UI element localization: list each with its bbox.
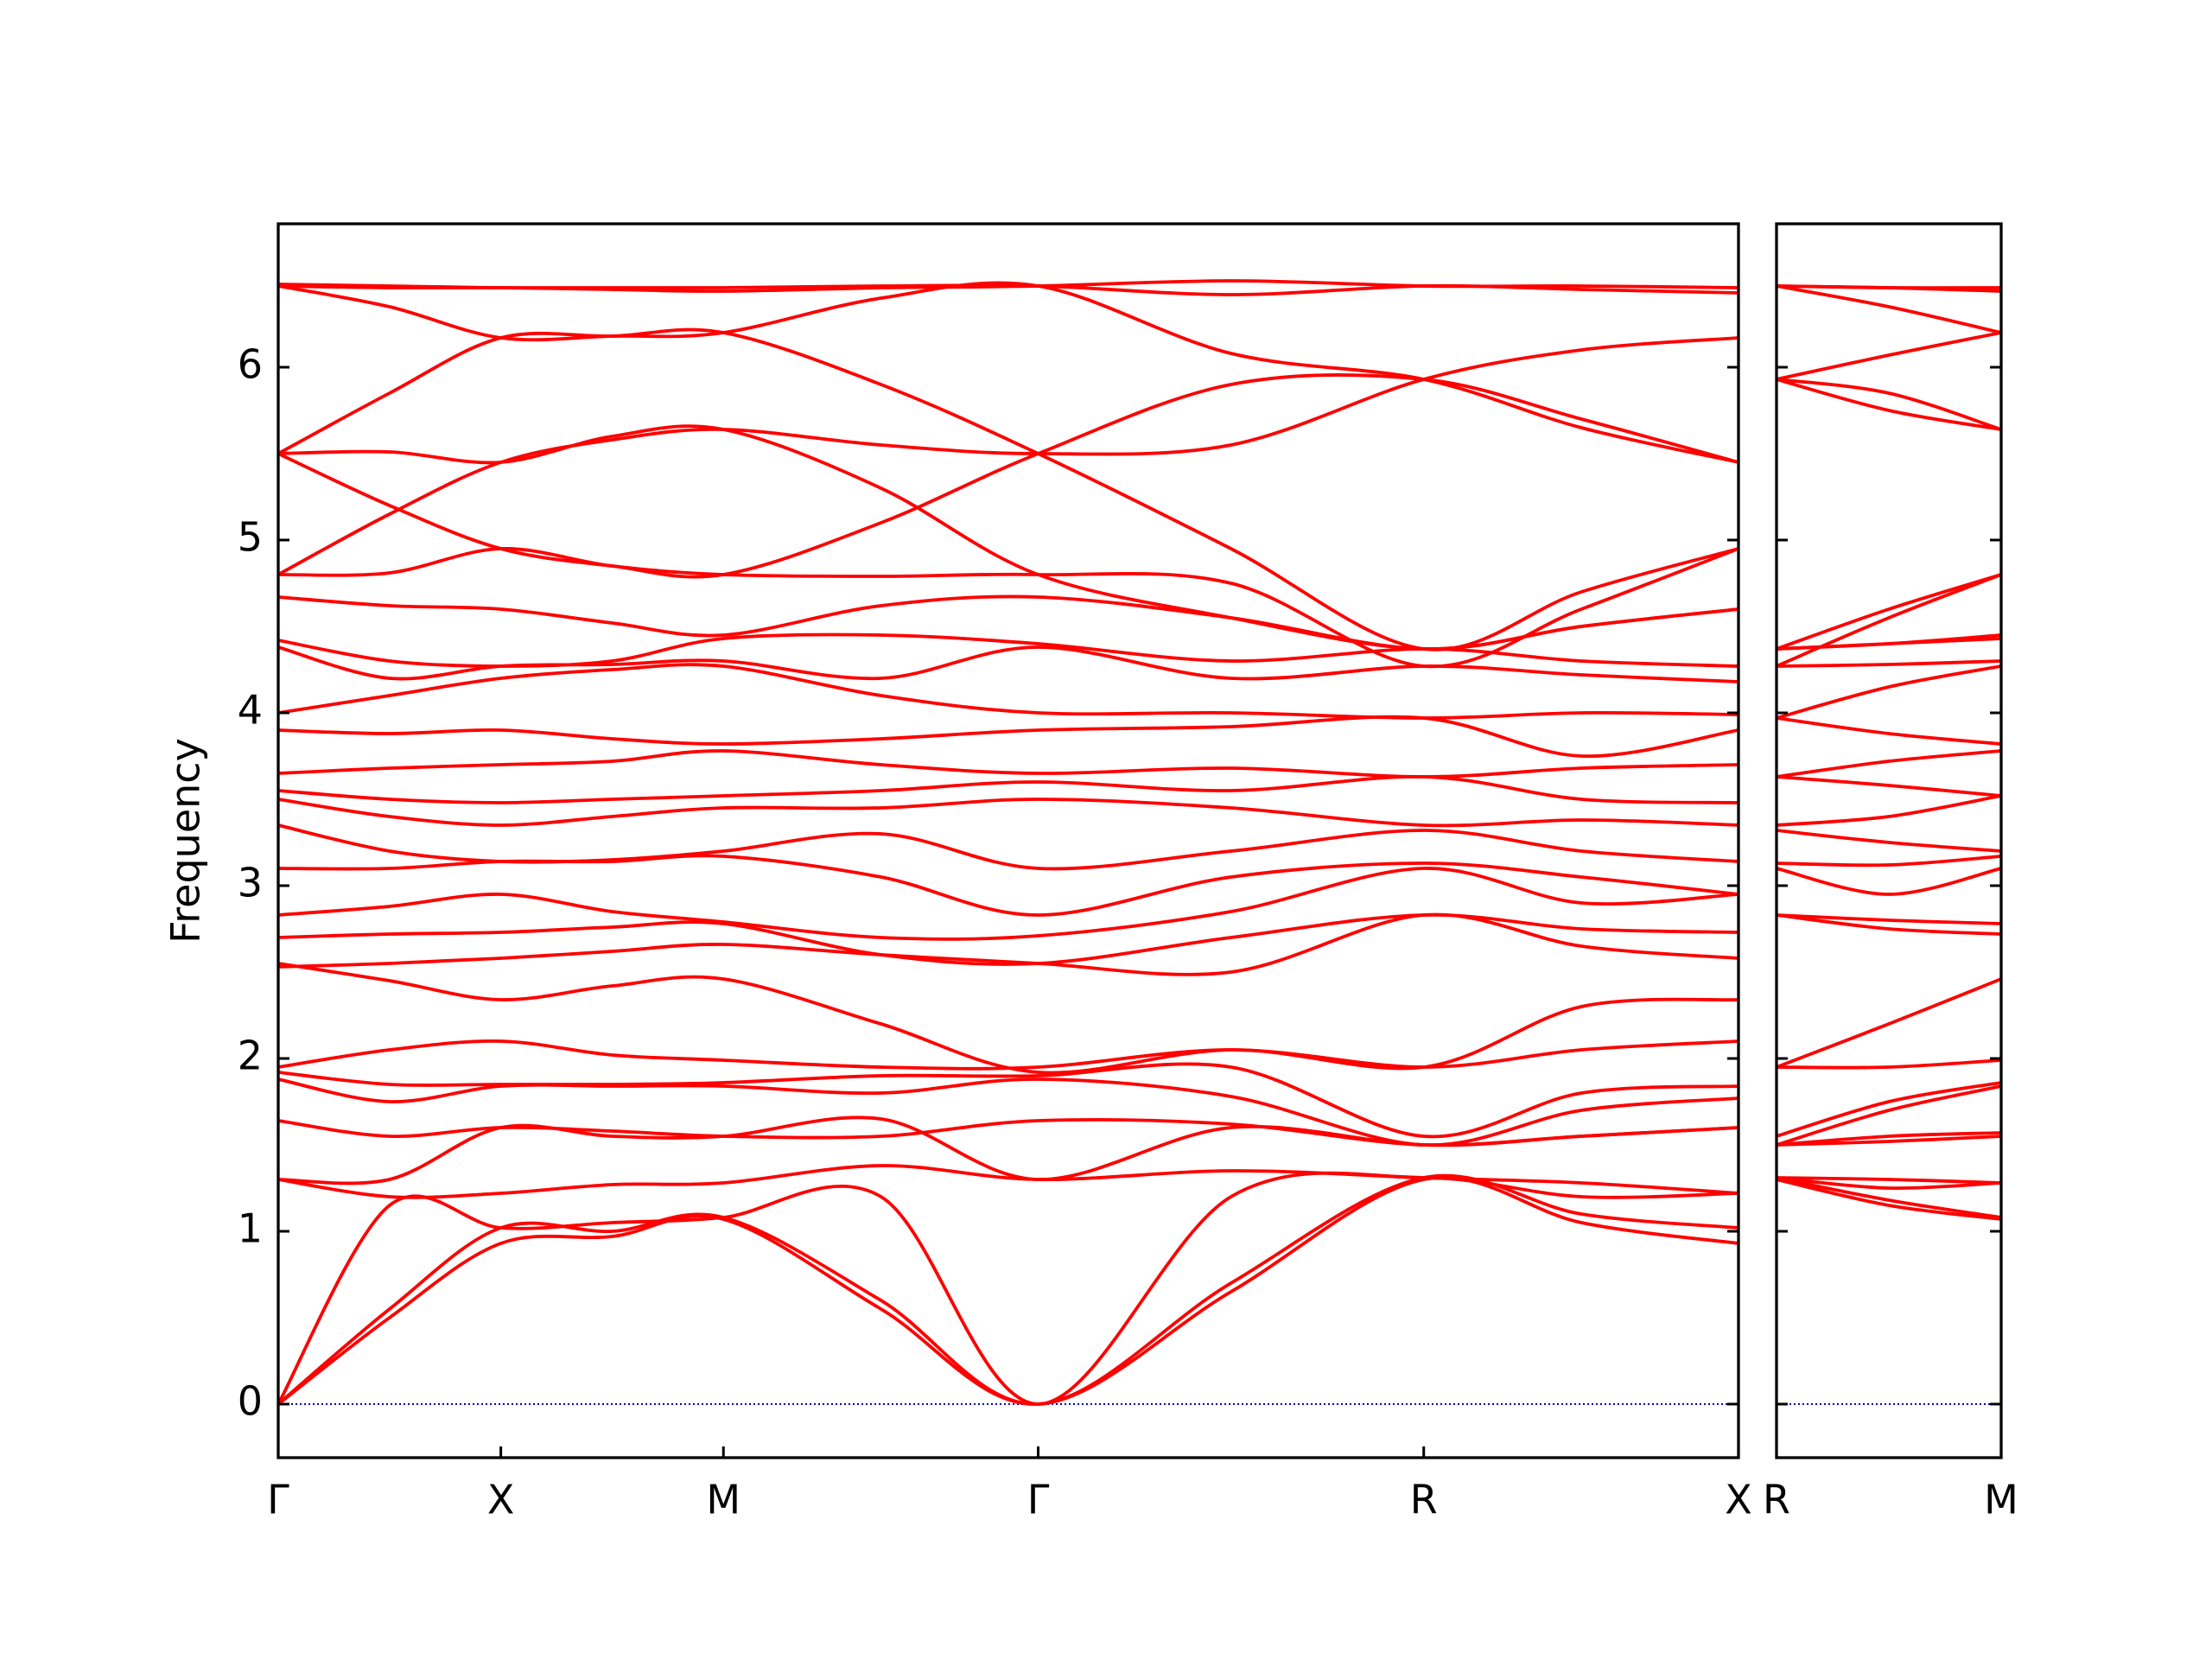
band-line: [1777, 749, 2001, 779]
band-line: [278, 283, 1738, 296]
x-tick-label: M: [1984, 1476, 2018, 1522]
band-line: [1777, 1176, 2001, 1219]
band-line: [1777, 633, 2001, 651]
band-line: [1777, 1131, 2001, 1147]
band-line: [278, 867, 1738, 941]
band-line: [278, 1118, 1738, 1147]
band-line: [278, 1039, 1738, 1071]
band-line: [278, 424, 1738, 651]
axes-frame: [1775, 222, 2003, 1459]
band-line: [1777, 913, 2001, 925]
band-line: [1777, 913, 2001, 936]
band-line: [1777, 716, 2001, 746]
plot-area: [278, 279, 1738, 1406]
band-line: [278, 823, 1738, 871]
y-tick-label: 4: [238, 687, 263, 734]
x-tick-label: Γ: [1027, 1476, 1050, 1522]
band-line: [1777, 1176, 2001, 1191]
x-tick-label: Γ: [267, 1476, 289, 1522]
band-line: [278, 632, 1738, 668]
band-line: [278, 749, 1738, 779]
band-line: [1777, 573, 2001, 668]
y-tick-label: 3: [238, 860, 263, 906]
band-line: [278, 336, 1738, 576]
band-line: [278, 912, 1738, 966]
band-line: [1777, 1176, 2001, 1185]
band-line: [278, 715, 1738, 758]
band-line: [1777, 659, 2001, 668]
y-axis-label: Frequency: [162, 738, 209, 944]
band-line: [1777, 1058, 2001, 1070]
band-line: [1777, 284, 2001, 334]
band-line: [278, 962, 1738, 1075]
band-line: [278, 775, 1738, 804]
band-line: [278, 645, 1738, 683]
band-line: [278, 912, 1738, 976]
band-line: [1777, 829, 2001, 853]
band-line: [1777, 1084, 2001, 1147]
band-line: [1777, 284, 2001, 290]
band-line: [1777, 977, 2001, 1069]
band-line: [278, 327, 1738, 652]
band-line: [278, 798, 1738, 828]
y-tick-label: 0: [238, 1378, 263, 1425]
band-line: [278, 1173, 1738, 1406]
axes-frame: [276, 222, 1740, 1459]
band-line: [1777, 1178, 2001, 1221]
y-tick-label: 1: [238, 1205, 263, 1252]
band-line: [1777, 664, 2001, 720]
band-line: [278, 1164, 1738, 1199]
band-line: [1777, 867, 2001, 896]
band-line: [1777, 1081, 2001, 1138]
band-line: [1777, 378, 2001, 431]
band-line: [278, 1062, 1738, 1139]
x-tick-label: M: [706, 1476, 741, 1522]
plot-area: [1777, 284, 2001, 1405]
y-tick-label: 2: [238, 1033, 263, 1079]
band-line: [278, 1077, 1738, 1147]
y-tick-label: 5: [238, 514, 263, 561]
band-line: [278, 373, 1738, 579]
band-line: [1777, 573, 2001, 651]
x-tick-label: X: [1725, 1476, 1752, 1522]
band-line: [1777, 855, 2001, 868]
band-line: [278, 1171, 1738, 1406]
band-line: [1777, 775, 2001, 798]
band-line: [1777, 331, 2001, 381]
x-tick-label: R: [1763, 1476, 1790, 1522]
band-line: [1777, 794, 2001, 827]
band-line: [278, 547, 1738, 669]
band-line: [278, 1175, 1738, 1406]
band-line: [278, 663, 1738, 720]
x-tick-label: R: [1410, 1476, 1438, 1522]
x-tick-label: X: [487, 1476, 515, 1522]
y-tick-label: 6: [238, 341, 263, 388]
band-line: [1777, 378, 2001, 431]
band-line: [278, 281, 1738, 464]
